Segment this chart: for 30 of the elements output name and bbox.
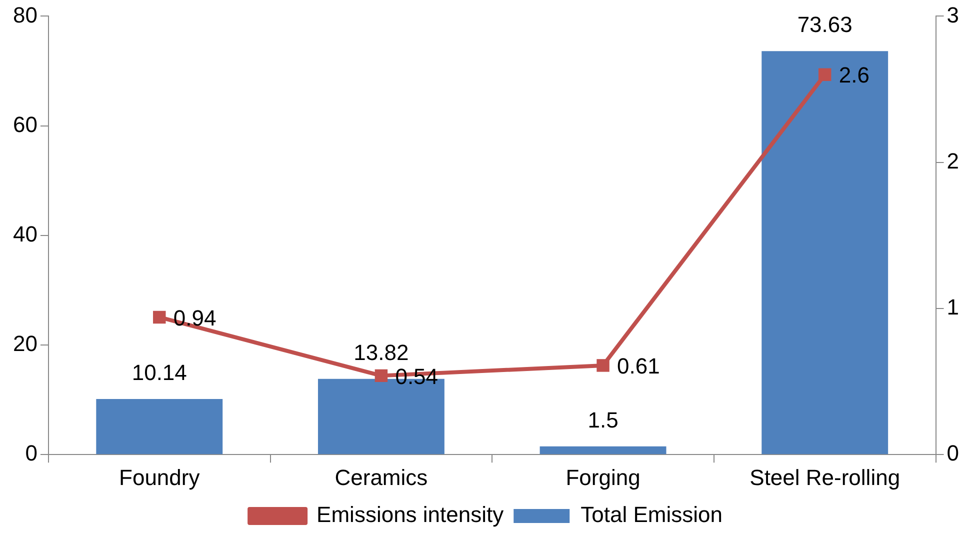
legend-label: Emissions intensity <box>316 502 504 528</box>
data-label: 10.14 <box>132 360 187 386</box>
y2-tick-label: 2 <box>946 148 960 174</box>
y-tick-label: 0 <box>25 440 38 466</box>
x-tick-label: Forging <box>566 464 640 490</box>
y2-tick-label: 1 <box>946 294 960 320</box>
bar <box>540 446 666 454</box>
data-label: 2.6 <box>838 62 870 88</box>
bar <box>96 399 223 454</box>
y-tick-label: 60 <box>12 112 38 137</box>
y2-tick-label: 0 <box>946 440 960 466</box>
y-tick-label: 80 <box>12 2 38 28</box>
point <box>596 359 610 372</box>
x-tick-label: Ceramics <box>334 464 428 490</box>
data-label: 0.54 <box>395 364 438 389</box>
y-tick-label: 40 <box>12 221 38 246</box>
x-tick-label: Foundry <box>119 464 200 490</box>
data-label: 73.63 <box>797 12 852 38</box>
bar <box>762 51 888 454</box>
point <box>818 68 832 82</box>
data-label: 0.94 <box>173 305 216 330</box>
y-tick-label: 20 <box>12 331 38 356</box>
y2-tick-label: 3 <box>946 2 960 28</box>
data-label: 1.5 <box>588 407 618 432</box>
data-label: 0.61 <box>617 354 660 379</box>
x-tick-label: Steel Re-rolling <box>750 464 900 490</box>
point <box>374 369 388 382</box>
data-label: 13.82 <box>354 340 409 365</box>
point <box>153 310 166 324</box>
legend-label: Total Emission <box>580 502 722 528</box>
